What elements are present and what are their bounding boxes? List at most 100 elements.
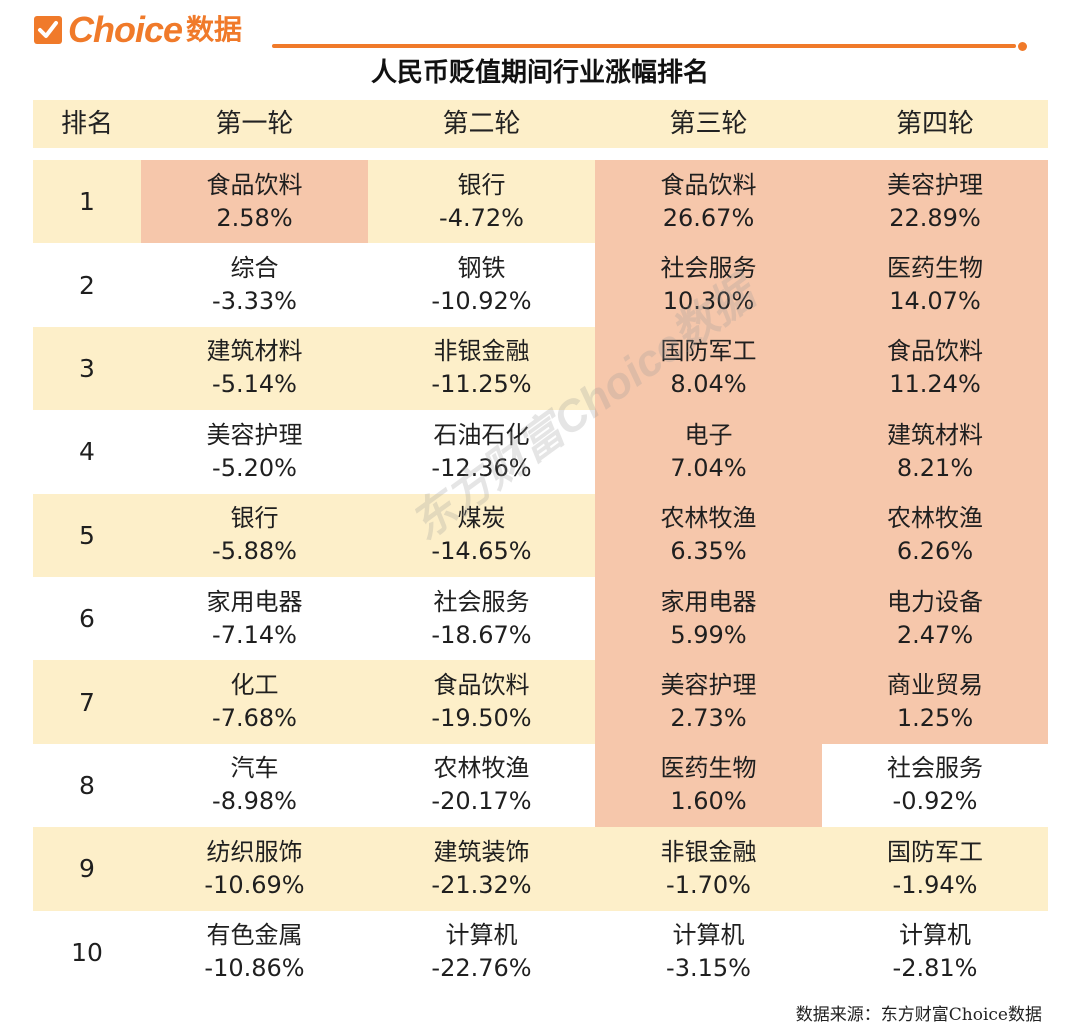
change-percent: -5.14% bbox=[212, 370, 297, 399]
table-row: 1 食品饮料 2.58% 银行 -4.72% 食品饮料 26.67% 美容护理 22.89% bbox=[33, 160, 1048, 244]
rank-cell: 1 bbox=[79, 187, 95, 217]
change-percent: 26.67% bbox=[662, 203, 755, 232]
change-percent: -3.33% bbox=[212, 287, 297, 316]
change-percent: 22.89% bbox=[889, 203, 981, 232]
change-percent: -19.50% bbox=[431, 704, 532, 733]
round-3-cell: 非银金融 -1.70% bbox=[595, 827, 822, 910]
round-1-cell: 家用电器 -7.14% bbox=[141, 577, 368, 660]
change-percent: -8.98% bbox=[212, 787, 297, 816]
round-4-cell: 建筑材料 8.21% bbox=[822, 410, 1048, 494]
rank-cell: 4 bbox=[79, 437, 95, 467]
round-3-cell: 美容护理 2.73% bbox=[595, 660, 822, 744]
round-2-cell: 煤炭 -14.65% bbox=[368, 494, 595, 577]
change-percent: 6.26% bbox=[896, 537, 974, 566]
change-percent: 14.07% bbox=[889, 287, 981, 316]
round-2-cell: 计算机 -22.76% bbox=[368, 911, 595, 994]
change-percent: -5.88% bbox=[212, 537, 297, 566]
industry-name: 食品饮料 bbox=[206, 170, 303, 199]
industry-name: 化工 bbox=[230, 671, 279, 700]
industry-name: 商业贸易 bbox=[887, 671, 983, 700]
industry-name: 煤炭 bbox=[457, 504, 506, 533]
table-row: 3 建筑材料 -5.14% 非银金融 -11.25% 国防军工 8.04% 食品饮料 11.24… bbox=[33, 326, 1048, 411]
change-percent: -5.20% bbox=[212, 453, 297, 482]
round-4-cell: 农林牧渔 6.26% bbox=[822, 493, 1048, 577]
header-round-3: 第三轮 bbox=[669, 109, 748, 139]
industry-name: 综合 bbox=[230, 254, 279, 283]
change-percent: 2.58% bbox=[216, 203, 293, 232]
change-percent: -1.94% bbox=[892, 870, 978, 899]
industry-name: 建筑装饰 bbox=[433, 837, 530, 866]
table-row: 7 化工 -7.68% 食品饮料 -19.50% 美容护理 2.73% 商业贸易 1.25% bbox=[33, 660, 1048, 744]
round-3-cell: 食品饮料 26.67% bbox=[595, 160, 822, 244]
logo-cn-text: 数据 bbox=[186, 13, 243, 46]
header-round-1: 第一轮 bbox=[215, 109, 294, 139]
round-2-cell: 建筑装饰 -21.32% bbox=[368, 827, 595, 910]
round-1-cell: 食品饮料 2.58% bbox=[141, 160, 368, 244]
table-row: 10 有色金属 -10.86% 计算机 -22.76% 计算机 -3.15% 计算机 -2.81… bbox=[33, 911, 1048, 994]
round-4-cell: 美容护理 22.89% bbox=[822, 160, 1048, 244]
round-4-cell: 医药生物 14.07% bbox=[822, 243, 1048, 327]
change-percent: 8.21% bbox=[896, 453, 974, 482]
rank-cell: 7 bbox=[79, 687, 95, 717]
rank-cell: 6 bbox=[79, 604, 95, 634]
round-4-cell: 商业贸易 1.25% bbox=[822, 660, 1048, 744]
industry-name: 银行 bbox=[457, 170, 506, 199]
change-percent: -10.92% bbox=[431, 287, 532, 316]
round-1-cell: 银行 -5.88% bbox=[141, 494, 368, 577]
round-1-cell: 纺织服饰 -10.69% bbox=[141, 827, 368, 910]
table-row: 5 银行 -5.88% 煤炭 -14.65% 农林牧渔 6.35% 农林牧渔 6.26% bbox=[33, 493, 1048, 577]
change-percent: -7.68% bbox=[212, 704, 297, 733]
table-row: 4 美容护理 -5.20% 石油石化 -12.36% 电子 7.04% 建筑材料 8.21% bbox=[33, 410, 1048, 494]
change-percent: -20.17% bbox=[431, 787, 532, 816]
change-percent: -11.25% bbox=[431, 370, 532, 399]
change-percent: 6.35% bbox=[670, 537, 747, 566]
change-percent: 10.30% bbox=[662, 287, 755, 316]
round-2-cell: 银行 -4.72% bbox=[368, 160, 595, 243]
table-header: 排名 第一轮 第二轮 第三轮 第四轮 bbox=[33, 100, 1048, 148]
industry-name: 电力设备 bbox=[887, 587, 983, 616]
change-percent: -18.67% bbox=[431, 620, 532, 649]
change-percent: 1.25% bbox=[896, 704, 974, 733]
change-percent: -12.36% bbox=[431, 453, 532, 482]
round-2-cell: 非银金融 -11.25% bbox=[368, 327, 595, 410]
header-rule bbox=[272, 44, 1016, 48]
industry-name: 建筑材料 bbox=[887, 420, 983, 449]
rank-cell: 5 bbox=[79, 520, 95, 550]
industry-name: 计算机 bbox=[672, 921, 745, 950]
round-3-cell: 社会服务 10.30% bbox=[595, 243, 822, 327]
header-round-4: 第四轮 bbox=[895, 109, 974, 139]
change-percent: 8.04% bbox=[670, 370, 747, 399]
change-percent: 5.99% bbox=[670, 620, 747, 649]
industry-name: 建筑材料 bbox=[206, 337, 303, 366]
industry-name: 国防军工 bbox=[887, 837, 983, 866]
round-3-cell: 医药生物 1.60% bbox=[595, 743, 822, 828]
logo-brand-text: Choice bbox=[68, 9, 183, 50]
round-4-cell: 食品饮料 11.24% bbox=[822, 326, 1048, 411]
industry-name: 家用电器 bbox=[206, 587, 303, 616]
change-percent: -2.81% bbox=[892, 954, 978, 983]
round-2-cell: 石油石化 -12.36% bbox=[368, 410, 595, 493]
table-row: 8 汽车 -8.98% 农林牧渔 -20.17% 医药生物 1.60% 社会服务 -0.92% bbox=[33, 743, 1048, 828]
round-1-cell: 有色金属 -10.86% bbox=[141, 911, 368, 994]
industry-name: 非银金融 bbox=[433, 337, 530, 366]
header-rule-dot bbox=[1018, 42, 1027, 51]
check-icon bbox=[34, 16, 62, 44]
round-1-cell: 建筑材料 -5.14% bbox=[141, 327, 368, 410]
rank-cell: 3 bbox=[79, 353, 95, 383]
change-percent: -0.92% bbox=[892, 787, 978, 816]
industry-name: 钢铁 bbox=[457, 254, 506, 283]
industry-name: 食品饮料 bbox=[887, 337, 983, 366]
change-percent: -4.72% bbox=[439, 203, 524, 232]
table-row: 6 家用电器 -7.14% 社会服务 -18.67% 家用电器 5.99% 电力设备 2.47% bbox=[33, 576, 1048, 661]
industry-name: 国防军工 bbox=[660, 337, 757, 366]
round-3-cell: 家用电器 5.99% bbox=[595, 576, 822, 661]
round-1-cell: 综合 -3.33% bbox=[141, 243, 368, 326]
table-row: 9 纺织服饰 -10.69% 建筑装饰 -21.32% 非银金融 -1.70% 国防军工 -1.… bbox=[33, 827, 1048, 911]
change-percent: -14.65% bbox=[431, 537, 532, 566]
change-percent: -21.32% bbox=[431, 870, 532, 899]
round-3-cell: 电子 7.04% bbox=[595, 410, 822, 494]
change-percent: -3.15% bbox=[666, 954, 751, 983]
change-percent: -1.70% bbox=[666, 870, 751, 899]
industry-name: 食品饮料 bbox=[660, 170, 757, 199]
change-percent: -22.76% bbox=[431, 954, 532, 983]
